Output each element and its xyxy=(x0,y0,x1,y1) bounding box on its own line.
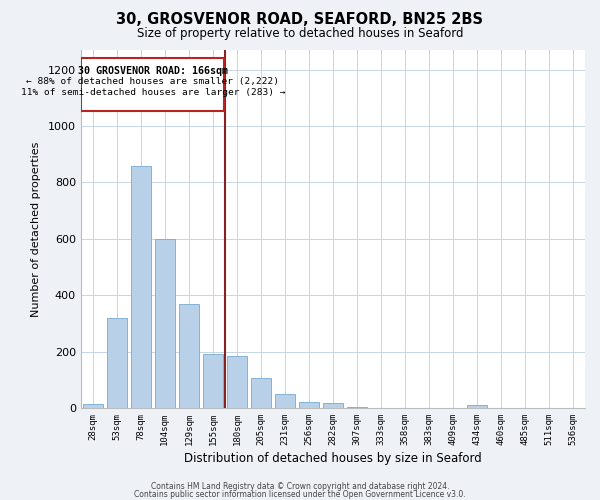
Text: 30, GROSVENOR ROAD, SEAFORD, BN25 2BS: 30, GROSVENOR ROAD, SEAFORD, BN25 2BS xyxy=(116,12,484,28)
Bar xyxy=(347,407,367,408)
Bar xyxy=(467,404,487,408)
Text: Contains HM Land Registry data © Crown copyright and database right 2024.: Contains HM Land Registry data © Crown c… xyxy=(151,482,449,491)
Bar xyxy=(275,394,295,408)
Bar xyxy=(155,239,175,408)
Text: Contains public sector information licensed under the Open Government Licence v3: Contains public sector information licen… xyxy=(134,490,466,499)
Bar xyxy=(251,378,271,408)
Y-axis label: Number of detached properties: Number of detached properties xyxy=(31,142,41,316)
Bar xyxy=(107,318,127,408)
Bar xyxy=(131,166,151,408)
Bar xyxy=(203,354,223,408)
Text: ← 88% of detached houses are smaller (2,222): ← 88% of detached houses are smaller (2,… xyxy=(26,77,280,86)
Text: 30 GROSVENOR ROAD: 166sqm: 30 GROSVENOR ROAD: 166sqm xyxy=(78,66,228,76)
Text: Size of property relative to detached houses in Seaford: Size of property relative to detached ho… xyxy=(137,28,463,40)
Bar xyxy=(323,403,343,408)
X-axis label: Distribution of detached houses by size in Seaford: Distribution of detached houses by size … xyxy=(184,452,482,465)
Bar xyxy=(179,304,199,408)
FancyBboxPatch shape xyxy=(82,58,224,110)
Text: 11% of semi-detached houses are larger (283) →: 11% of semi-detached houses are larger (… xyxy=(20,88,285,97)
Bar xyxy=(299,402,319,408)
Bar xyxy=(227,356,247,408)
Bar xyxy=(83,404,103,408)
